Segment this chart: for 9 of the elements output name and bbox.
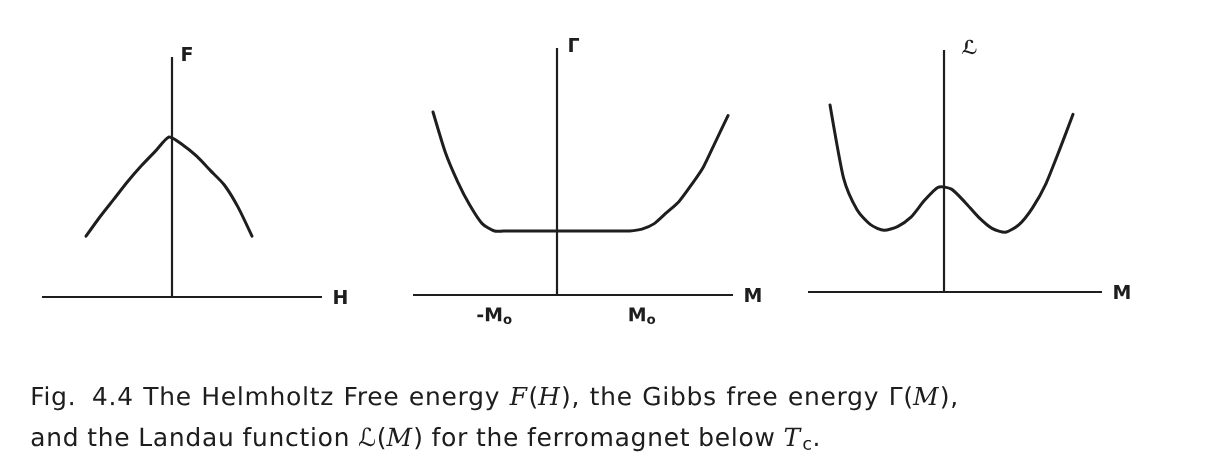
y-axis-title: Γ xyxy=(569,38,580,52)
y-axis-title: ℒ xyxy=(962,39,977,55)
x-axis-title: M xyxy=(1114,285,1130,299)
x-axis-title: M xyxy=(745,288,761,302)
y-axis-title: F xyxy=(182,47,192,61)
x-tick-label: -M$_{o}$ xyxy=(477,307,512,325)
x-tick-label: M$_{o}$ xyxy=(629,307,656,325)
text: Fig. 4.4 The Helmholtz Free energy F(H), the Gibbs free energy Γ(M), and the Landau function ℒ(M) for the ferromagnet below T$_{c}$. xyxy=(31,386,956,452)
x-axis-title: H xyxy=(334,290,347,304)
